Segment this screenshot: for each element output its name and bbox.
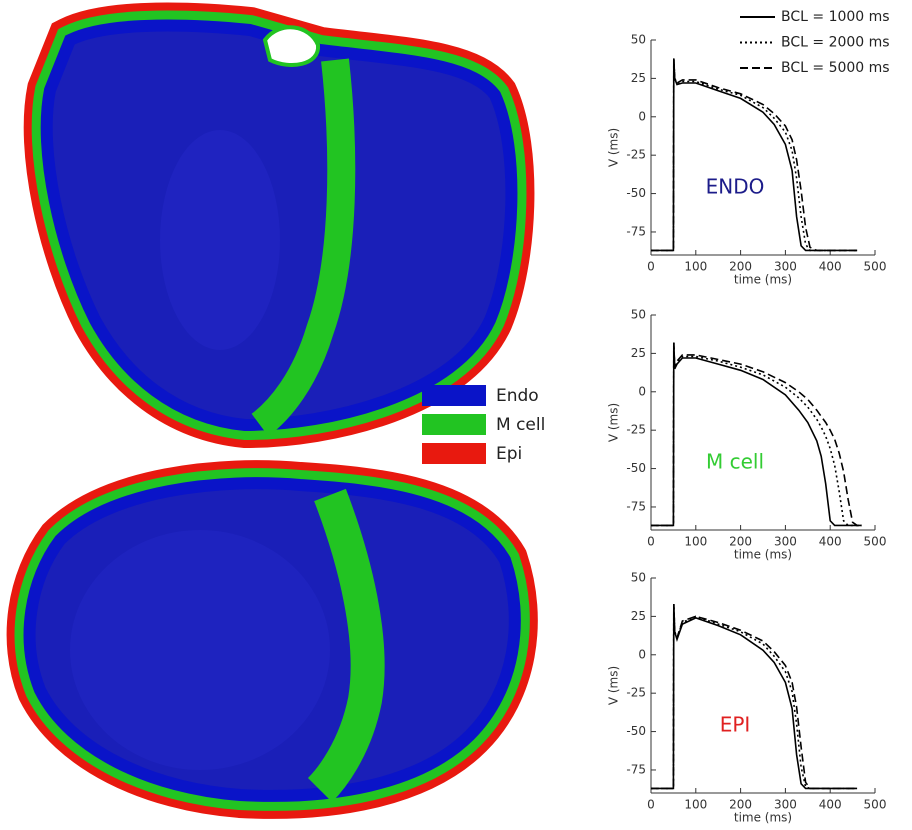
legend-label: Endo — [496, 386, 539, 406]
x-axis-title: time (ms) — [734, 273, 792, 287]
legend-label: BCL = 5000 ms — [781, 60, 890, 76]
series-line — [651, 58, 858, 252]
y-tick-label: -75 — [626, 762, 646, 776]
y-axis-title: V (ms) — [607, 403, 621, 442]
y-tick-label: 50 — [631, 308, 646, 322]
series-line — [651, 604, 858, 790]
x-tick-label: 100 — [684, 535, 707, 549]
x-tick-label: 100 — [684, 260, 707, 274]
y-tick-label: -25 — [626, 148, 646, 162]
y-tick-label: 0 — [638, 109, 646, 123]
x-tick-label: 0 — [647, 798, 655, 812]
y-tick-label: -50 — [626, 724, 646, 738]
y-axis-title: V (ms) — [607, 128, 621, 167]
x-tick-label: 400 — [819, 535, 842, 549]
x-axis-title: time (ms) — [734, 811, 792, 825]
x-tick-label: 400 — [819, 260, 842, 274]
x-tick-label: 100 — [684, 798, 707, 812]
x-axis-title: time (ms) — [734, 548, 792, 562]
y-tick-label: -75 — [626, 224, 646, 238]
x-tick-label: 0 — [647, 260, 655, 274]
y-tick-label: -50 — [626, 461, 646, 475]
legend-label: Epi — [496, 444, 522, 464]
legend-swatch — [422, 414, 486, 435]
y-tick-label: 25 — [631, 71, 646, 85]
heart-long-axis — [47, 26, 512, 425]
y-tick-label: 25 — [631, 609, 646, 623]
y-tick-label: -50 — [626, 186, 646, 200]
y-axis-title: V (ms) — [607, 666, 621, 705]
x-tick-label: 200 — [729, 798, 752, 812]
panel-label: EPI — [720, 713, 751, 737]
series-line — [651, 604, 858, 790]
x-tick-label: 500 — [864, 260, 887, 274]
y-tick-label: 0 — [638, 384, 646, 398]
y-tick-label: 50 — [631, 33, 646, 47]
y-tick-label: 0 — [638, 647, 646, 661]
legend-label: BCL = 1000 ms — [781, 9, 890, 25]
series-line — [651, 604, 858, 790]
x-tick-label: 0 — [647, 535, 655, 549]
x-tick-label: 500 — [864, 798, 887, 812]
x-tick-label: 300 — [774, 798, 797, 812]
x-tick-label: 300 — [774, 260, 797, 274]
x-tick-label: 300 — [774, 535, 797, 549]
series-line — [651, 58, 858, 252]
y-tick-label: 50 — [631, 571, 646, 585]
y-tick-label: -75 — [626, 499, 646, 513]
legend-swatch — [422, 443, 486, 464]
y-tick-label: -25 — [626, 686, 646, 700]
y-tick-label: -25 — [626, 423, 646, 437]
legend-label: M cell — [496, 415, 545, 435]
heart-short-axis — [30, 483, 515, 796]
x-tick-label: 500 — [864, 535, 887, 549]
legend-label: BCL = 2000 ms — [781, 35, 890, 51]
legend-swatch — [422, 385, 486, 406]
series-line — [651, 58, 858, 252]
panel-label: ENDO — [706, 175, 765, 199]
x-tick-label: 200 — [729, 260, 752, 274]
y-tick-label: 25 — [631, 346, 646, 360]
x-tick-label: 400 — [819, 798, 842, 812]
series-line — [651, 342, 862, 527]
x-tick-label: 200 — [729, 535, 752, 549]
series-line — [651, 342, 862, 527]
panel-label: M cell — [706, 450, 764, 474]
series-line — [651, 342, 862, 527]
